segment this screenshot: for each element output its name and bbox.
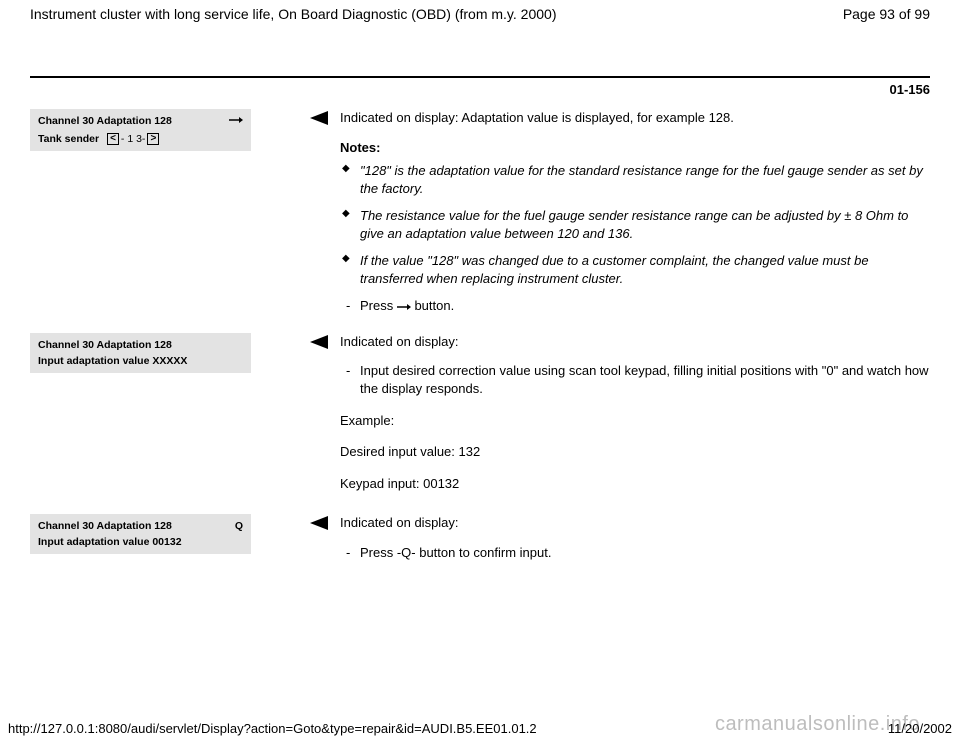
display3-row2: Input adaptation value 00132 — [38, 536, 182, 548]
display3-row1-left: Channel 30 Adaptation 128 — [38, 520, 172, 532]
press-line: Press button. — [340, 297, 930, 315]
display-box-1: Channel 30 Adaptation 128 Tank sender < … — [30, 109, 251, 151]
example-label: Example: — [340, 412, 930, 430]
section2-lead: Indicated on display: — [340, 333, 930, 351]
display1-row2-mid: - 1 3- — [121, 133, 146, 145]
section3-dash: Press -Q- button to confirm input. — [340, 544, 930, 562]
doc-title: Instrument cluster with long service lif… — [30, 6, 556, 22]
arrow-right-icon — [397, 298, 411, 313]
header-rule — [30, 76, 930, 78]
press-prefix: Press — [360, 298, 397, 313]
pointer-left-icon — [310, 335, 328, 349]
note-item: "128" is the adaptation value for the st… — [340, 162, 930, 197]
display1-row1-left: Channel 30 Adaptation 128 — [38, 115, 172, 127]
display2-row2: Input adaptation value XXXXX — [38, 355, 187, 367]
chevron-right-icon: > — [147, 133, 159, 145]
display-box-3: Channel 30 Adaptation 128 Q Input adapta… — [30, 514, 251, 554]
chevron-left-icon: < — [107, 133, 119, 145]
notes-label: Notes: — [340, 139, 930, 157]
display3-row1-right: Q — [235, 520, 243, 532]
display-box-2: Channel 30 Adaptation 128 Input adaptati… — [30, 333, 251, 373]
note-item: The resistance value for the fuel gauge … — [340, 207, 930, 242]
section3-lead: Indicated on display: — [340, 514, 930, 532]
arrow-right-icon — [229, 115, 243, 127]
example-line1: Desired input value: 132 — [340, 443, 930, 461]
pointer-left-icon — [310, 111, 328, 125]
page-number: 01-156 — [30, 82, 930, 97]
page-of: Page 93 of 99 — [843, 6, 930, 22]
footer-url: http://127.0.0.1:8080/audi/servlet/Displ… — [8, 721, 537, 736]
press-suffix: button. — [411, 298, 454, 313]
section1-lead: Indicated on display: Adaptation value i… — [340, 109, 930, 127]
pointer-left-icon — [310, 516, 328, 530]
note-item: If the value "128" was changed due to a … — [340, 252, 930, 287]
display2-row1: Channel 30 Adaptation 128 — [38, 339, 172, 351]
example-line2: Keypad input: 00132 — [340, 475, 930, 493]
display1-row2-left: Tank sender — [38, 133, 99, 145]
footer-date: 11/20/2002 — [888, 721, 952, 736]
section2-dash: Input desired correction value using sca… — [340, 362, 930, 397]
